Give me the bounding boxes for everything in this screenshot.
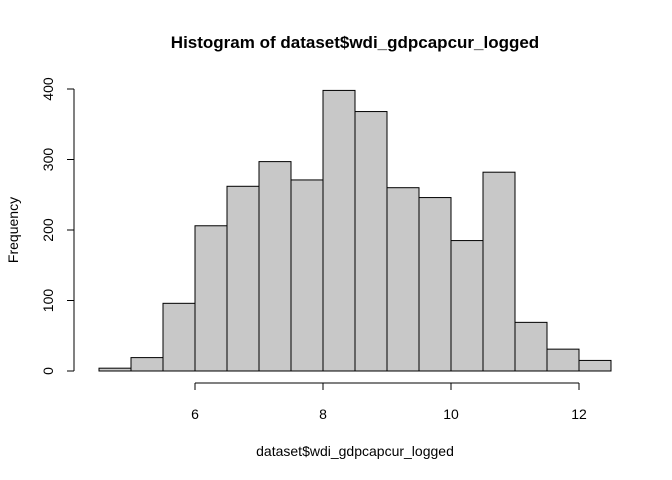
histogram-bar — [482, 171, 516, 372]
y-axis: 0 100 200 300 400 — [40, 77, 75, 375]
histogram-bar — [578, 359, 612, 372]
x-tick-label: 12 — [571, 406, 587, 422]
y-tick-label: 0 — [40, 367, 56, 375]
histogram-bars — [98, 89, 612, 372]
x-axis: 6 8 10 12 — [191, 382, 587, 422]
histogram-bar — [514, 321, 548, 372]
histogram-bar — [450, 240, 484, 372]
y-tick-label: 200 — [40, 218, 56, 242]
histogram-bar — [386, 187, 420, 372]
y-tick-label: 400 — [40, 77, 56, 101]
histogram-bar — [258, 161, 292, 372]
y-tick-label: 300 — [40, 148, 56, 172]
histogram-bar — [162, 302, 196, 372]
histogram-bar — [98, 367, 132, 372]
histogram-bar — [418, 197, 452, 372]
x-tick-label: 8 — [319, 406, 327, 422]
histogram-bar — [354, 111, 388, 372]
x-tick-label: 6 — [191, 406, 199, 422]
chart-title: Histogram of dataset$wdi_gdpcapcur_logge… — [171, 33, 539, 52]
histogram-bar — [290, 179, 324, 372]
histogram-bar — [194, 225, 228, 372]
x-tick-label: 10 — [443, 406, 459, 422]
y-tick-label: 100 — [40, 289, 56, 313]
histogram-bar — [322, 89, 356, 372]
y-axis-label: Frequency — [5, 197, 21, 263]
histogram-bar — [130, 357, 164, 372]
x-axis-label: dataset$wdi_gdpcapcur_logged — [256, 443, 454, 459]
histogram-bar — [226, 185, 260, 372]
histogram-bar — [546, 348, 580, 372]
